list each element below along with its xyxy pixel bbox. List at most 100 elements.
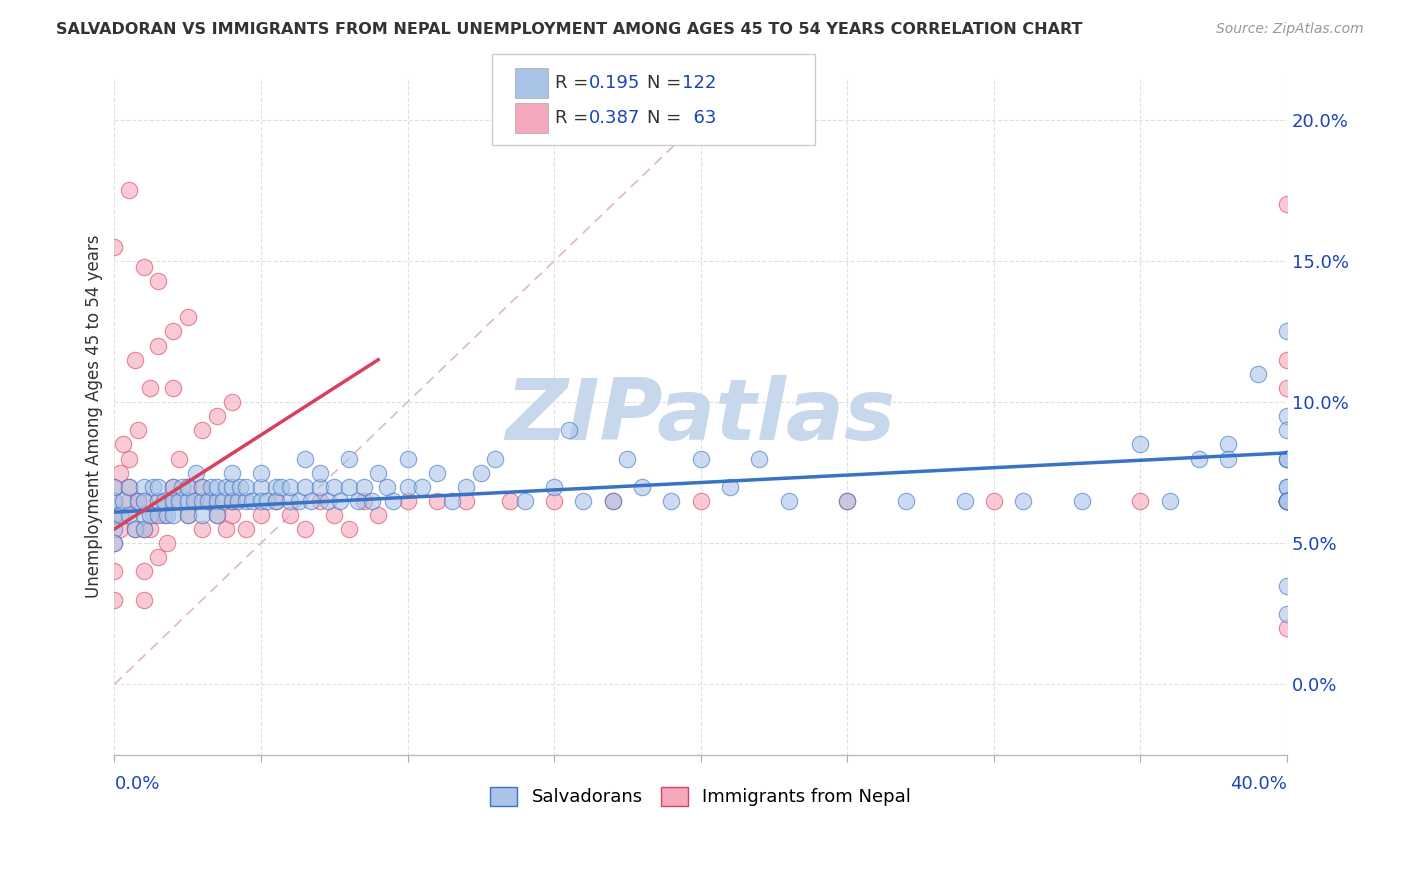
Point [426, 493, 449, 508]
Text: R =: R = [555, 74, 595, 92]
Point [299, 493, 322, 508]
Point [337, 451, 360, 466]
Point [212, 493, 235, 508]
Text: 63: 63 [682, 109, 716, 127]
Point [226, 493, 249, 508]
Point [256, 493, 278, 508]
Point [543, 493, 565, 508]
Point [748, 451, 770, 466]
Text: SALVADORAN VS IMMIGRANTS FROM NEPAL UNEMPLOYMENT AMONG AGES 45 TO 54 YEARS CORRE: SALVADORAN VS IMMIGRANTS FROM NEPAL UNEM… [56, 22, 1083, 37]
Point [689, 493, 711, 508]
Point [288, 493, 311, 508]
Point [1275, 409, 1298, 424]
Point [1275, 451, 1298, 466]
Point [513, 493, 536, 508]
Point [1275, 607, 1298, 621]
Point [1275, 493, 1298, 508]
Point [543, 480, 565, 494]
Point [141, 480, 163, 494]
Point [191, 423, 214, 437]
Point [197, 493, 219, 508]
Point [200, 493, 222, 508]
Point [778, 493, 800, 508]
Legend: Salvadorans, Immigrants from Nepal: Salvadorans, Immigrants from Nepal [482, 780, 918, 814]
Point [156, 508, 179, 522]
Point [837, 493, 859, 508]
Point [1070, 493, 1092, 508]
Point [132, 260, 155, 274]
Point [170, 480, 193, 494]
Point [132, 508, 155, 522]
Point [118, 493, 141, 508]
Point [191, 480, 214, 494]
Point [103, 508, 125, 522]
Point [367, 466, 389, 480]
Point [1275, 493, 1298, 508]
Point [148, 493, 170, 508]
Point [616, 451, 638, 466]
Point [1129, 493, 1152, 508]
Point [953, 493, 976, 508]
Point [118, 480, 141, 494]
Point [191, 480, 214, 494]
Point [318, 493, 340, 508]
Point [221, 493, 243, 508]
Point [1275, 480, 1298, 494]
Point [176, 508, 198, 522]
Point [250, 508, 273, 522]
Point [138, 381, 160, 395]
Point [1275, 325, 1298, 339]
Point [191, 493, 214, 508]
Point [1275, 197, 1298, 211]
Point [396, 451, 419, 466]
Point [1275, 493, 1298, 508]
Point [1275, 493, 1298, 508]
Point [110, 508, 132, 522]
Point [132, 480, 155, 494]
Point [837, 493, 859, 508]
Point [264, 480, 287, 494]
Point [103, 536, 125, 550]
Point [1275, 493, 1298, 508]
Point [1275, 621, 1298, 635]
Point [103, 536, 125, 550]
Point [484, 451, 506, 466]
Point [1275, 352, 1298, 367]
Point [396, 480, 419, 494]
Point [205, 409, 228, 424]
Point [602, 493, 624, 508]
Text: 0.387: 0.387 [589, 109, 641, 127]
Point [1275, 493, 1298, 508]
Point [572, 493, 595, 508]
Point [112, 508, 135, 522]
Point [132, 493, 155, 508]
Point [308, 480, 330, 494]
Point [470, 466, 492, 480]
Point [264, 493, 287, 508]
Point [162, 508, 184, 522]
Point [1275, 493, 1298, 508]
Point [278, 480, 301, 494]
Point [162, 381, 184, 395]
Point [124, 522, 146, 536]
Point [127, 493, 149, 508]
Point [162, 325, 184, 339]
Point [176, 493, 198, 508]
Point [1129, 437, 1152, 451]
Text: 122: 122 [682, 74, 716, 92]
Point [167, 451, 190, 466]
Text: 0.0%: 0.0% [114, 774, 160, 793]
Point [264, 493, 287, 508]
Point [148, 508, 170, 522]
Point [132, 522, 155, 536]
Point [221, 466, 243, 480]
Point [118, 480, 141, 494]
Point [103, 493, 125, 508]
Point [661, 493, 683, 508]
Point [353, 480, 375, 494]
Point [323, 480, 346, 494]
Point [148, 550, 170, 565]
Point [1275, 451, 1298, 466]
Point [132, 565, 155, 579]
Point [1246, 367, 1268, 381]
